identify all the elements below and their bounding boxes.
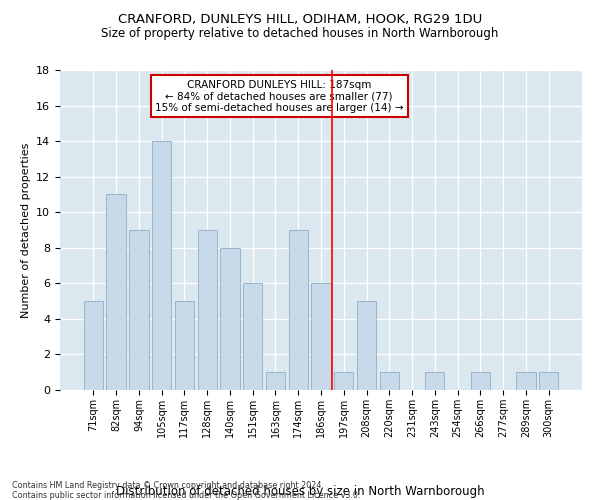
Text: Distribution of detached houses by size in North Warnborough: Distribution of detached houses by size … <box>116 484 484 498</box>
Bar <box>129 230 149 390</box>
Bar <box>266 372 285 390</box>
Bar <box>380 372 399 390</box>
Bar <box>106 194 126 390</box>
Bar <box>289 230 308 390</box>
Text: Contains HM Land Registry data © Crown copyright and database right 2024.
Contai: Contains HM Land Registry data © Crown c… <box>12 480 361 500</box>
Bar <box>311 284 331 390</box>
Bar <box>470 372 490 390</box>
Bar <box>152 141 172 390</box>
Bar <box>220 248 239 390</box>
Text: CRANFORD, DUNLEYS HILL, ODIHAM, HOOK, RG29 1DU: CRANFORD, DUNLEYS HILL, ODIHAM, HOOK, RG… <box>118 12 482 26</box>
Bar <box>539 372 558 390</box>
Bar <box>334 372 353 390</box>
Bar <box>175 301 194 390</box>
Bar <box>84 301 103 390</box>
Bar <box>197 230 217 390</box>
Bar <box>516 372 536 390</box>
Bar <box>357 301 376 390</box>
Text: CRANFORD DUNLEYS HILL: 187sqm
← 84% of detached houses are smaller (77)
15% of s: CRANFORD DUNLEYS HILL: 187sqm ← 84% of d… <box>155 80 403 113</box>
Bar <box>243 284 262 390</box>
Bar <box>425 372 445 390</box>
Text: Size of property relative to detached houses in North Warnborough: Size of property relative to detached ho… <box>101 28 499 40</box>
Y-axis label: Number of detached properties: Number of detached properties <box>20 142 31 318</box>
